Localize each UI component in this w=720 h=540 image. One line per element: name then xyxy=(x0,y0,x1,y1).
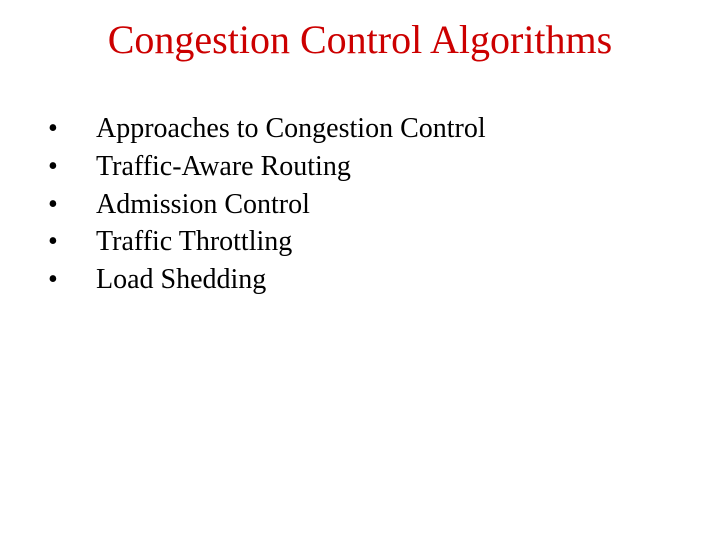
bullet-text: Admission Control xyxy=(96,186,310,224)
bullet-list: • Approaches to Congestion Control • Tra… xyxy=(48,110,486,299)
list-item: • Traffic-Aware Routing xyxy=(48,148,486,186)
bullet-icon: • xyxy=(48,223,96,261)
bullet-icon: • xyxy=(48,148,96,186)
bullet-icon: • xyxy=(48,261,96,299)
list-item: • Approaches to Congestion Control xyxy=(48,110,486,148)
slide-title: Congestion Control Algorithms xyxy=(0,18,720,62)
bullet-text: Load Shedding xyxy=(96,261,266,299)
slide: Congestion Control Algorithms • Approach… xyxy=(0,0,720,540)
bullet-text: Traffic Throttling xyxy=(96,223,292,261)
bullet-text: Traffic-Aware Routing xyxy=(96,148,351,186)
bullet-text: Approaches to Congestion Control xyxy=(96,110,486,148)
list-item: • Load Shedding xyxy=(48,261,486,299)
bullet-icon: • xyxy=(48,110,96,148)
bullet-icon: • xyxy=(48,186,96,224)
list-item: • Admission Control xyxy=(48,186,486,224)
list-item: • Traffic Throttling xyxy=(48,223,486,261)
